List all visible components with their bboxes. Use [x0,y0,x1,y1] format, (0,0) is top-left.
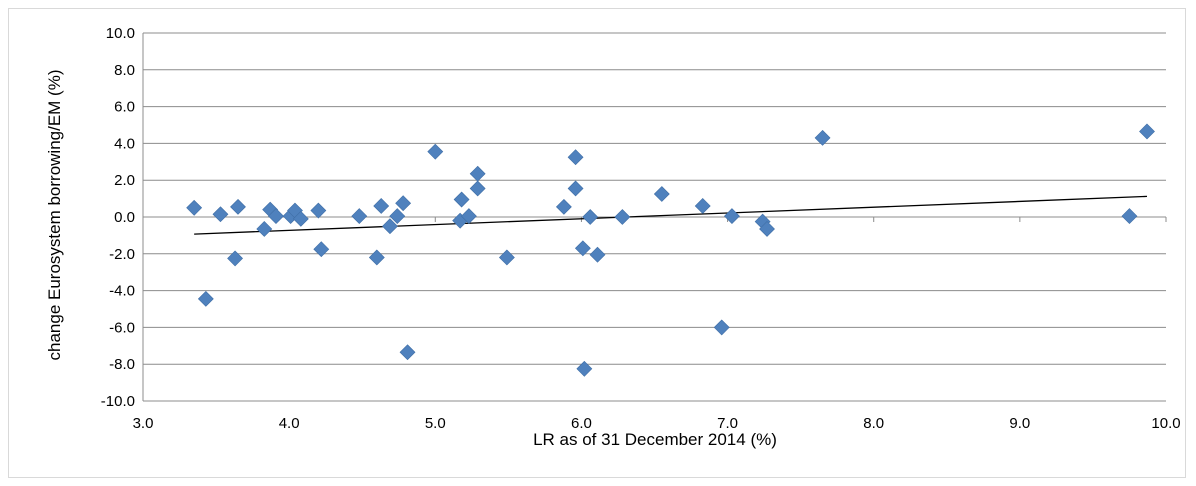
data-point [713,319,730,336]
y-axis-label: change Eurosystem borrowing/EM (%) [45,69,64,360]
x-tick-label: 4.0 [279,415,300,432]
y-tick-labels: 10.0 8.0 6.0 4.0 2.0 0.0 -2.0 -4.0 -6.0 -8.0 -10.0 [101,25,135,410]
data-point [313,241,330,258]
data-point [567,149,584,166]
data-point [614,209,631,225]
data-point [589,246,606,263]
data-point [212,206,229,223]
data-point [814,129,831,146]
data-point [694,198,711,214]
data-point [469,165,486,182]
x-tick-label: 9.0 [1009,415,1030,432]
data-point [382,218,398,235]
gridlines [143,32,1166,402]
y-tick-label: 8.0 [114,62,135,79]
y-tick-label: -2.0 [109,246,135,263]
chart-area [8,8,1186,478]
data-point [1121,208,1138,225]
data-point [460,208,477,225]
trendline-path [194,195,1148,235]
data-point [653,186,670,202]
x-tick-labels: 3.0 4.0 5.0 6.0 7.0 8.0 9.0 10.0 [133,415,1181,432]
y-tick-label: -4.0 [109,283,135,300]
data-point [310,202,327,219]
data-point [399,344,416,361]
data-point [292,210,309,227]
data-points [186,123,1155,377]
data-point [351,208,368,225]
data-point [1139,123,1155,140]
x-axis-label: LR as of 31 December 2014 (%) [533,430,777,449]
data-point [582,209,599,225]
y-tick-label: -10.0 [101,393,135,410]
x-tick-label: 5.0 [425,415,446,432]
data-point [567,180,584,197]
data-point [574,240,591,257]
data-point [186,199,203,216]
data-point [469,180,486,197]
data-point [256,221,273,237]
data-point [427,143,444,160]
trendline [194,195,1148,235]
data-point [197,290,214,307]
data-point [453,191,470,208]
x-tick-label: 3.0 [133,415,154,432]
x-tick-label: 10.0 [1151,415,1180,432]
y-tick-label: 4.0 [114,135,135,152]
data-point [230,198,246,215]
data-point [555,198,572,215]
x-tick-label: 6.0 [571,415,592,432]
data-point [373,198,390,214]
data-point [759,221,775,237]
x-tick-label: 7.0 [717,415,738,432]
y-tick-label: -6.0 [109,319,135,336]
y-tick-label: 6.0 [114,99,135,116]
data-point [227,250,243,267]
data-point [268,208,284,225]
y-tick-label: 2.0 [114,172,135,189]
data-point [576,360,593,377]
data-point [389,208,406,225]
data-point [498,249,515,266]
data-point [395,195,412,212]
y-tick-label: 10.0 [106,25,135,42]
data-point [724,208,740,225]
y-tick-label: 0.0 [114,209,135,226]
data-point [368,249,385,266]
x-tick-label: 8.0 [863,415,884,432]
y-tick-label: -8.0 [109,356,135,373]
